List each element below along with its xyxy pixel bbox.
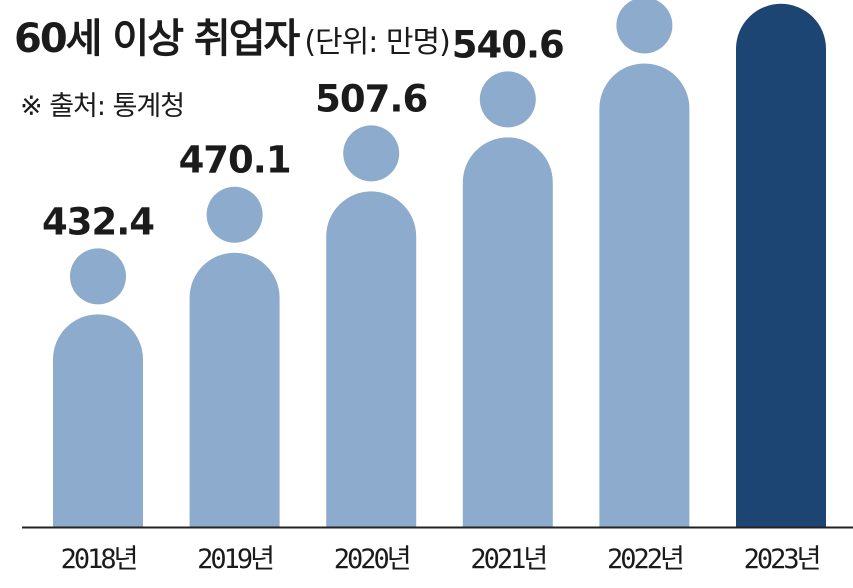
title-row: 60세 이상 취업자 (단위: 만명) bbox=[14, 6, 451, 64]
x-tick-label: 2021년 bbox=[470, 544, 546, 575]
source-note: ※ 출처: 통계청 bbox=[20, 91, 185, 122]
x-tick-label: 2023년 bbox=[744, 544, 820, 575]
bar-body bbox=[736, 3, 826, 528]
x-tick-label: 2018년 bbox=[61, 544, 137, 575]
bar-body bbox=[599, 63, 690, 528]
bar-2022년 bbox=[599, 0, 690, 528]
x-tick-label: 2020년 bbox=[334, 544, 410, 575]
data-label: 540.6 bbox=[452, 23, 564, 66]
bar-head bbox=[206, 186, 263, 243]
chart-title: 60세 이상 취업자 bbox=[14, 16, 300, 62]
data-label: 432.4 bbox=[42, 200, 154, 243]
data-label: 507.6 bbox=[315, 77, 427, 120]
bar-2019년 bbox=[189, 186, 280, 527]
bar-body bbox=[462, 137, 553, 527]
bar-body bbox=[189, 252, 280, 527]
x-tick-label: 2022년 bbox=[607, 544, 683, 575]
bar-2020년 bbox=[326, 125, 417, 528]
unit-label: (단위: 만명) bbox=[304, 25, 450, 60]
bar-2018년 bbox=[53, 248, 143, 527]
bar-2023년 bbox=[736, 3, 826, 528]
bar-head bbox=[616, 0, 673, 54]
bar-head bbox=[70, 248, 126, 305]
bar-2021년 bbox=[462, 71, 553, 527]
data-label: 470.1 bbox=[179, 139, 291, 182]
bar-head bbox=[479, 71, 536, 128]
bar-body bbox=[53, 314, 143, 527]
x-tick-label: 2019년 bbox=[197, 544, 273, 575]
bar-body bbox=[326, 191, 417, 528]
bar-head bbox=[343, 125, 400, 182]
